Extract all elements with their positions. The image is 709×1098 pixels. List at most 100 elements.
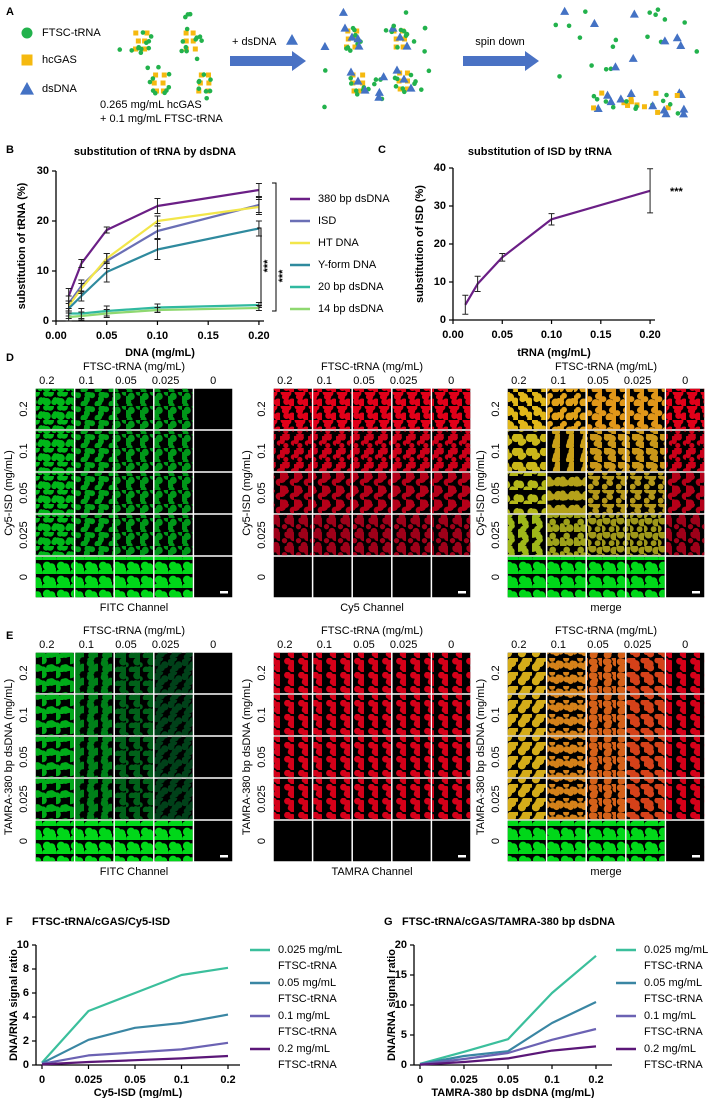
micrograph-signal <box>432 694 471 736</box>
row-label: 0.025 <box>18 521 30 549</box>
ftsc-trna-icon <box>354 92 360 97</box>
row-label: 0 <box>256 574 268 580</box>
schematic-condition: 0.265 mg/mL hcGAS <box>100 99 202 111</box>
micrograph-signal <box>392 694 431 736</box>
column-label: 0.05 <box>115 375 136 387</box>
row-title: Cy5-ISD (mg/mL) <box>241 450 253 536</box>
micrograph-cell <box>194 736 233 778</box>
channel-label: FITC Channel <box>100 866 168 878</box>
scale-bar <box>692 591 700 594</box>
ftsc-trna-icon <box>553 22 559 28</box>
micrograph-signal <box>75 820 114 862</box>
error-bar <box>474 275 481 292</box>
hcgas-icon <box>190 30 196 36</box>
error-bar <box>103 261 110 283</box>
hcgas-icon <box>198 72 204 78</box>
ftsc-trna-icon <box>207 88 213 94</box>
micrograph-signal <box>586 778 626 820</box>
dsdna-icon <box>589 18 599 28</box>
micrograph-cell <box>432 820 471 862</box>
y-tick-label: 15 <box>395 969 407 981</box>
micrograph-signal <box>626 430 665 472</box>
ftsc-trna-icon <box>426 68 432 74</box>
micrograph-signal <box>75 388 114 430</box>
micrograph-signal <box>666 472 705 514</box>
x-tick-label: 0.05 <box>96 330 117 342</box>
micrograph-signal <box>154 820 193 862</box>
ftsc-trna-icon <box>352 27 357 33</box>
error-bar <box>255 199 262 215</box>
row-label: 0.2 <box>490 665 502 680</box>
ftsc-trna-icon <box>148 34 154 39</box>
dsdna-icon <box>374 92 384 101</box>
micrograph-signal <box>114 388 154 430</box>
micrograph-signal <box>547 472 586 514</box>
micrograph-signal <box>432 388 471 430</box>
hcgas-icon <box>183 30 189 36</box>
micrograph-signal <box>392 778 431 820</box>
channel-label: TAMRA Channel <box>331 866 412 878</box>
ftsc-trna-icon <box>203 89 209 94</box>
dsdna-icon <box>402 41 412 50</box>
panel-label: B <box>6 144 14 156</box>
process-step: spin down <box>475 36 525 48</box>
row-label: 0.05 <box>490 746 502 767</box>
x-tick-label: 0.025 <box>450 1074 478 1086</box>
micrograph-signal <box>313 472 352 514</box>
micrograph-signal <box>547 694 586 736</box>
hcgas-icon <box>625 102 631 108</box>
micrograph-signal <box>626 652 665 694</box>
ftsc-trna-icon <box>645 34 650 40</box>
ftsc-trna-icon <box>603 99 609 104</box>
ftsc-trna-icon <box>353 32 358 38</box>
micrograph-signal <box>666 694 705 736</box>
hcgas-icon <box>206 72 212 78</box>
micrograph-signal <box>154 556 193 598</box>
ftsc-trna-icon <box>194 56 200 62</box>
ftsc-trna-icon <box>647 10 653 15</box>
row-label: 0.025 <box>256 521 268 549</box>
y-tick-label: 10 <box>37 265 49 277</box>
micrograph-cell <box>352 556 392 598</box>
dsdna-icon <box>379 72 389 81</box>
micrograph-signal <box>313 430 352 472</box>
panel-label: D <box>6 352 14 364</box>
row-label: 0 <box>18 574 30 580</box>
micrograph-cell <box>392 556 431 598</box>
micrograph-cell <box>194 694 233 736</box>
micrograph-signal <box>313 388 352 430</box>
error-bar <box>548 213 555 226</box>
x-tick-label: 0.05 <box>492 329 513 341</box>
hcgas-icon <box>360 72 366 78</box>
hcgas-icon <box>151 80 157 86</box>
row-title: TAMRA-380 bp dsDNA (mg/mL) <box>475 679 487 835</box>
micrograph-signal <box>114 430 154 472</box>
ftsc-trna-icon <box>422 25 428 31</box>
column-title: FTSC-tRNA (mg/mL) <box>321 625 423 637</box>
micrograph-cell <box>194 778 233 820</box>
error-bar <box>499 253 506 262</box>
x-tick-label: 0.2 <box>220 1074 235 1086</box>
micrograph-signal <box>75 778 114 820</box>
series-line <box>419 1027 597 1066</box>
hcgas-icon <box>396 78 402 84</box>
ftsc-trna-icon <box>183 44 189 50</box>
micrograph-signal <box>114 778 154 820</box>
y-tick-label: 20 <box>434 238 446 250</box>
schematic-condition: + 0.1 mg/mL FTSC-tRNA <box>100 113 223 125</box>
series-line <box>419 954 597 1065</box>
dsdna-icon <box>347 32 357 41</box>
micrograph-signal <box>432 430 471 472</box>
micrograph-signal <box>352 652 392 694</box>
micrograph-signal <box>392 430 431 472</box>
hcgas-icon <box>345 36 351 42</box>
column-label: 0 <box>210 375 216 387</box>
ftsc-trna-icon <box>184 26 190 32</box>
micrograph-signal <box>666 388 705 430</box>
dsdna-icon <box>374 87 384 96</box>
dsdna-icon <box>659 105 669 114</box>
micrograph-signal <box>586 388 626 430</box>
ftsc-trna-icon <box>117 47 123 52</box>
ftsc-trna-icon <box>184 48 189 54</box>
